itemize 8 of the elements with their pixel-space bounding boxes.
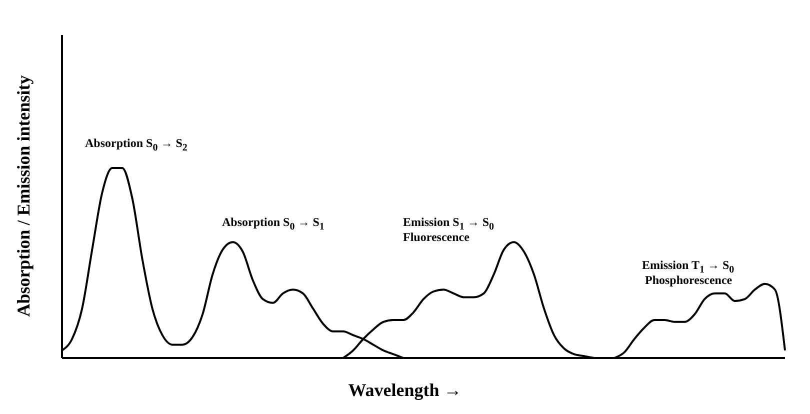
annotation: Absorption S$_{0}$ → S$_{1}$ (222, 215, 324, 234)
annotation: Emission S$_{1}$ → S$_{0}$ (403, 215, 494, 232)
text: Absorption S$_{0}$ → S$_{2}$ (85, 136, 188, 156)
annotation: Phosphorescence (645, 273, 732, 287)
y-axis-title: Absorption / Emission intensity (14, 75, 34, 317)
x-axis-title: Wavelength → (347, 380, 463, 401)
annotation: Fluorescence (403, 230, 470, 244)
annotation: Emission T$_{1}$ → S$_{0}$ (642, 258, 734, 276)
